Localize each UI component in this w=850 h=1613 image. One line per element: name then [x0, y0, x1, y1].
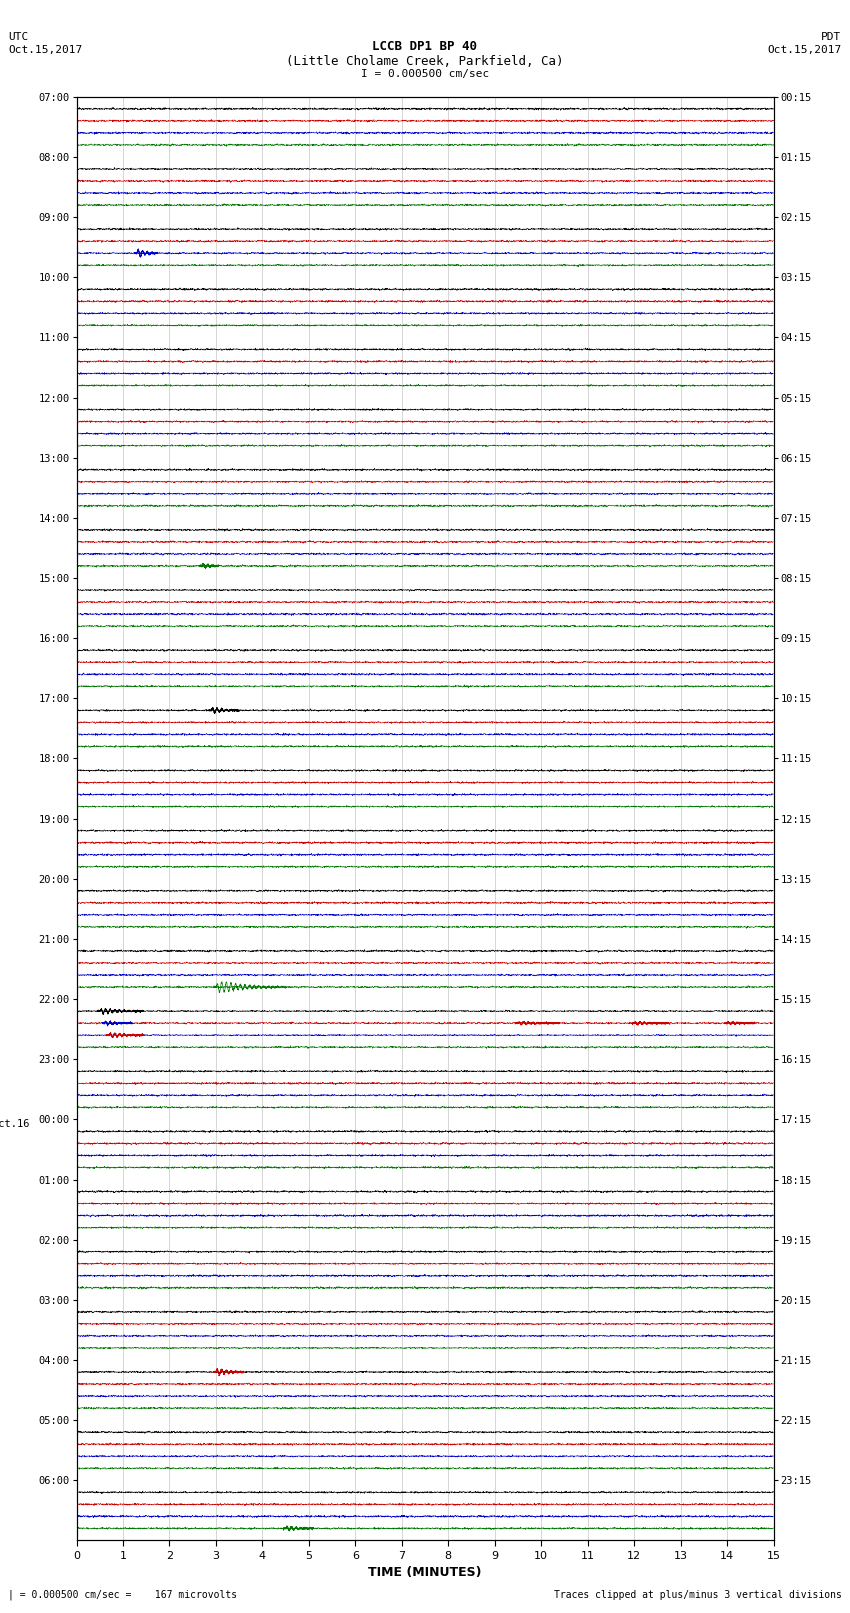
- Text: PDT: PDT: [821, 32, 842, 42]
- Text: | = 0.000500 cm/sec =    167 microvolts: | = 0.000500 cm/sec = 167 microvolts: [8, 1589, 238, 1600]
- X-axis label: TIME (MINUTES): TIME (MINUTES): [368, 1566, 482, 1579]
- Text: UTC: UTC: [8, 32, 29, 42]
- Text: Oct.15,2017: Oct.15,2017: [768, 45, 842, 55]
- Text: Oct.16: Oct.16: [0, 1119, 31, 1129]
- Text: LCCB DP1 BP 40: LCCB DP1 BP 40: [372, 40, 478, 53]
- Text: (Little Cholame Creek, Parkfield, Ca): (Little Cholame Creek, Parkfield, Ca): [286, 55, 564, 68]
- Text: I = 0.000500 cm/sec: I = 0.000500 cm/sec: [361, 69, 489, 79]
- Text: Traces clipped at plus/minus 3 vertical divisions: Traces clipped at plus/minus 3 vertical …: [553, 1590, 842, 1600]
- Text: Oct.15,2017: Oct.15,2017: [8, 45, 82, 55]
